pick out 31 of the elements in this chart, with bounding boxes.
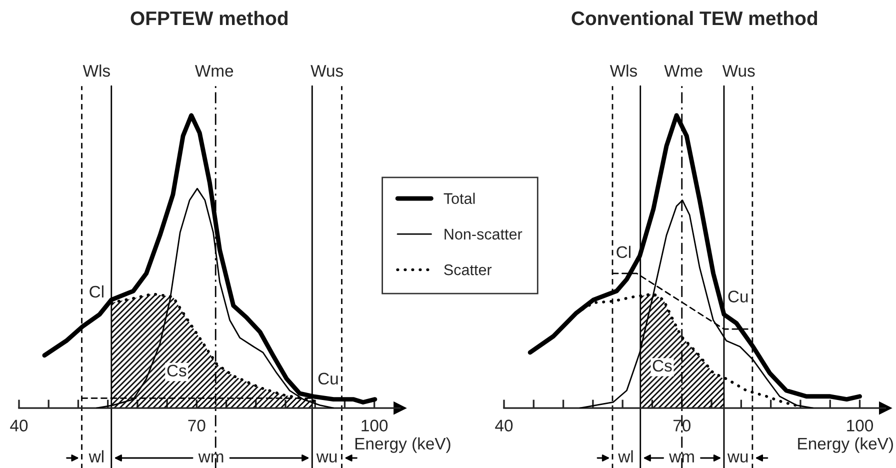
text: wl bbox=[618, 450, 633, 462]
x-tick-label: 40 bbox=[495, 420, 513, 432]
x-tick-label: 100 bbox=[847, 420, 874, 432]
text: Wme bbox=[194, 65, 234, 77]
annotation: Cs bbox=[167, 364, 186, 377]
x-tick-label: 40 bbox=[10, 420, 28, 432]
annotation: Cl bbox=[616, 246, 630, 258]
legend-label: Scatter bbox=[444, 264, 492, 276]
x-axis-title: Energy (keV) bbox=[355, 437, 450, 453]
annotation: Cu bbox=[318, 372, 338, 385]
legend-label: Total bbox=[444, 192, 475, 204]
annotation: Cu bbox=[728, 290, 748, 302]
x-tick-label: 100 bbox=[362, 420, 388, 432]
x-tick-label: 70 bbox=[188, 420, 206, 432]
text: wu bbox=[727, 454, 748, 462]
text: wl bbox=[88, 450, 104, 462]
text: wm bbox=[198, 453, 224, 462]
text: Wus bbox=[310, 65, 343, 77]
x-tick-label: 70 bbox=[673, 420, 690, 432]
text: wm bbox=[669, 453, 694, 462]
text: Wus bbox=[722, 65, 755, 77]
text: Wls bbox=[82, 64, 110, 77]
annotation: Cs bbox=[652, 360, 672, 372]
annotation: Cl bbox=[90, 285, 104, 298]
legend-label: Non-scatter bbox=[444, 228, 522, 240]
chart-title: Conventional TEW method bbox=[572, 10, 818, 26]
text: Wme bbox=[664, 65, 702, 77]
text: Wls bbox=[610, 64, 637, 77]
chart-title: OFPTEW method bbox=[130, 10, 288, 26]
text: wu bbox=[316, 454, 337, 462]
x-axis-title: Energy (keV) bbox=[798, 437, 893, 453]
